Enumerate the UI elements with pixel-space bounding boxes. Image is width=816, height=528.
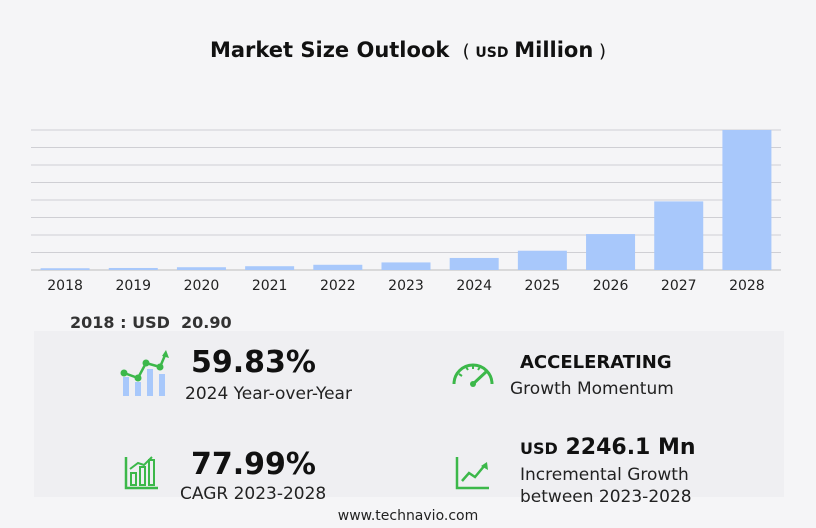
bar-2020 — [176, 267, 226, 270]
incremental-label-2: between 2023-2028 — [520, 487, 692, 507]
x-tick-label: 2024 — [456, 278, 492, 294]
x-axis-ticks: 2018 2019 2020 2021 2022 2023 2024 2025 2026 2027… — [47, 278, 764, 294]
bar-2019 — [108, 267, 158, 270]
footer-site: www.technavio.com — [337, 508, 479, 524]
base-year-label: 2018 : USD — [70, 313, 170, 332]
x-tick-label: 2026 — [593, 278, 629, 294]
x-tick-label: 2020 — [184, 278, 220, 294]
x-tick-label: 2025 — [525, 278, 561, 294]
bar-chart: 2018 2019 2020 2021 2022 2023 2024 2025 2026 2027… — [31, 129, 781, 294]
incremental-value: 2246.1 Mn — [565, 435, 696, 460]
bar-2022 — [313, 264, 363, 270]
x-tick-label: 2021 — [252, 278, 288, 294]
title-text: Market Size Outlook — [209, 38, 450, 62]
yoy-label: 2024 Year-over-Year — [185, 384, 352, 404]
cagr-label: CAGR 2023-2028 — [180, 484, 327, 504]
title-unit: ( USD Million ) — [462, 38, 607, 62]
bar-2023 — [381, 262, 431, 270]
incremental-value-line: USD 2246.1 Mn — [520, 435, 696, 460]
bar-2026 — [586, 234, 636, 270]
yoy-value: 59.83% — [191, 345, 316, 380]
unit-prefix: USD — [475, 45, 509, 61]
x-tick-label: 2023 — [388, 278, 424, 294]
momentum-value: ACCELERATING — [520, 352, 672, 373]
speedometer-icon — [452, 363, 494, 387]
x-tick-label: 2018 — [47, 278, 83, 294]
bar-line-growth-icon — [120, 350, 169, 396]
bar-2018 — [40, 268, 90, 270]
bar-2021 — [245, 266, 295, 270]
chart-title: Market Size Outlook ( USD Million ) — [0, 38, 816, 62]
bar-2028 — [722, 130, 772, 270]
x-tick-label: 2027 — [661, 278, 697, 294]
momentum-label: Growth Momentum — [510, 379, 674, 399]
x-tick-label: 2028 — [729, 278, 765, 294]
x-tick-label: 2019 — [115, 278, 151, 294]
incremental-prefix: USD — [520, 439, 558, 458]
cagr-value: 77.99% — [191, 447, 316, 482]
base-year-number: 20.90 — [181, 313, 232, 332]
unit-word: Million — [514, 38, 594, 62]
base-year-value: 2018 : USD 20.90 — [70, 313, 232, 332]
incremental-label-1: Incremental Growth — [520, 465, 689, 485]
bar-2025 — [517, 250, 567, 270]
x-tick-label: 2022 — [320, 278, 356, 294]
bar-chart-icon — [124, 456, 158, 490]
bar-2024 — [449, 257, 499, 270]
trend-line-icon — [455, 457, 489, 490]
bar-series — [40, 130, 772, 270]
stats-panel — [34, 331, 784, 497]
bar-2027 — [654, 201, 704, 270]
